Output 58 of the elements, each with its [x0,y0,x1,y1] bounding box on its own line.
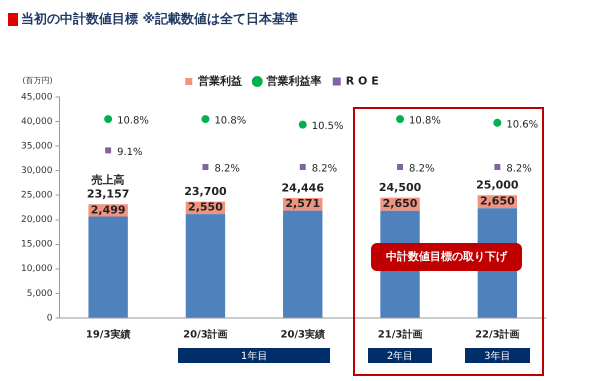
bar [283,210,322,318]
annotation: 中計数値目標の取り下げ [370,242,522,271]
data-label: 8.2% [409,164,434,175]
point [104,115,112,124]
point [396,115,404,124]
data-label: 2,571 [285,197,320,210]
x-tick-label: 20/3計画 [183,328,228,341]
y-tick-label: 30,000 [20,166,53,176]
y-tick-label: 45,000 [20,92,53,102]
point [397,164,404,170]
y-tick-label: 0 [46,313,53,324]
point [494,164,500,170]
data-label: 9.1% [117,147,143,158]
total-label: 23,157 [86,188,130,201]
text: 1年目 [178,348,330,363]
point [105,147,112,154]
point [201,115,210,124]
point [300,164,306,170]
point [202,164,208,170]
y-tick-label: 35,000 [20,141,53,152]
legend-label: 営業利益 [198,74,242,88]
x-tick-label: 20/3実績 [280,328,326,341]
data-label: 8.2% [506,164,532,175]
legend-label: 営業利益率 [266,74,322,88]
data-label: 2,650 [480,194,516,208]
data-label: 2,499 [90,203,126,216]
data-label: 8.2% [312,164,338,175]
data-label: 10.5% [312,121,344,132]
x-tick-label: 19/3実績 [86,328,130,341]
data-label: 2,650 [382,197,418,210]
bar [88,216,128,318]
total-label: 24,446 [282,181,324,194]
chart-title: 当初の中計数値目標 ※記載数値は全て日本基準 [21,10,298,28]
y-tick-label: 5,000 [26,288,53,299]
text: 3年目 [465,348,530,363]
total-label: 25,000 [476,178,519,192]
data-label: 10.8% [409,116,441,127]
data-label: 10.6% [506,119,538,130]
point [298,120,307,129]
data-label: 8.2% [214,164,240,175]
y-tick-label: 40,000 [20,116,53,127]
x-tick-label: 21/3計画 [378,328,422,341]
data-label: 10.8% [117,116,149,127]
y-tick-label: 15,000 [20,240,53,250]
x-tick-label: 22/3計画 [475,328,520,341]
y-tick-label: 25,000 [20,190,53,201]
y-tick-label: 20,000 [20,215,53,226]
point [493,118,502,127]
total-label: 24,500 [378,181,422,194]
bar [186,214,226,318]
total-label: 23,700 [184,184,228,198]
y-axis-title: (百万円) [22,76,53,86]
y-tick-label: 10,000 [20,264,53,274]
annotation: 売上高 [92,174,125,187]
text: 2年目 [368,348,432,363]
data-label: 10.8% [214,116,246,127]
data-label: 2,550 [188,200,224,214]
legend-label: R O E [346,74,379,88]
